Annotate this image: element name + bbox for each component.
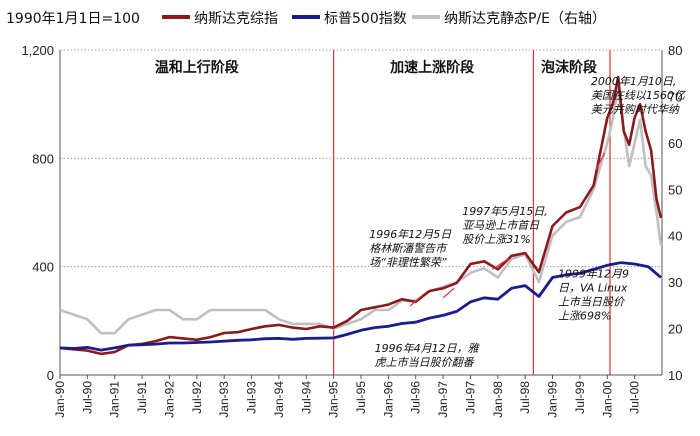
series-line-2 [59, 85, 663, 335]
annotation-line: 2000年1月10日, [591, 75, 677, 88]
legend: 1990年1月1日=100 纳斯达克综指 标普500指数 纳斯达克静态P/E（右… [6, 11, 606, 27]
x-tick-label: Jan-94 [272, 381, 286, 418]
x-tick-label: Jan-90 [53, 381, 67, 418]
x-tick-label: Jan-93 [217, 381, 231, 418]
x-tick-label: Jul-95 [354, 381, 368, 414]
phase-dividers [333, 50, 611, 375]
annotation-line: 亚马逊上市首日 [462, 219, 540, 232]
annotation-line: 场“非理性繁荣” [369, 256, 447, 269]
phase-label-1: 加速上涨阶段 [389, 59, 474, 76]
y-left-tick-label: 800 [32, 151, 54, 166]
y-right-tick-label: 70 [668, 89, 682, 104]
annotation-line: 虎上市当日股价翻番 [375, 356, 475, 369]
x-tick-label: Jul-90 [80, 381, 94, 414]
x-tick-label: Jan-99 [546, 381, 560, 418]
x-tick-label: Jul-94 [299, 381, 313, 414]
annotation-arrow-1 [409, 296, 422, 307]
annotation-line: 股价上涨31% [462, 233, 530, 246]
annotation-line: 上涨698% [558, 310, 611, 323]
x-tick-label: Jan-97 [436, 381, 450, 418]
y-right-tick-label: 10 [668, 368, 682, 383]
y-right-tick-label: 80 [668, 43, 682, 58]
y-axis-left-ticks: 0 400 800 1,200 [21, 43, 54, 383]
legend-label-sp500: 标普500指数 [324, 11, 407, 27]
annotation-line: 1996年12月5日 [369, 228, 452, 241]
y-right-tick-label: 40 [668, 229, 682, 244]
legend-base-note: 1990年1月1日=100 [6, 11, 140, 27]
x-tick-label: Jul-97 [463, 381, 477, 414]
y-right-tick-label: 20 [668, 322, 682, 337]
x-tick-label: Jul-00 [628, 381, 642, 414]
y-right-tick-label: 60 [668, 136, 682, 151]
y-left-tick-label: 400 [32, 260, 54, 275]
x-tick-label: Jul-93 [245, 381, 259, 414]
annotation-line: 1997年5月15日, [462, 205, 548, 218]
y-right-tick-label: 50 [668, 182, 682, 197]
x-tick-label: Jan-95 [327, 381, 341, 418]
x-tick-label: Jan-98 [491, 381, 505, 418]
legend-label-pe: 纳斯达克静态P/E（右轴） [444, 11, 606, 27]
series-line-0 [59, 75, 663, 356]
annotation-arrow-3 [595, 152, 606, 170]
annotation-arrows [409, 152, 606, 307]
annotation-line: 1999年12月9 [558, 268, 629, 281]
phase-label-0: 温和上行阶段 [155, 59, 239, 76]
x-tick-label: Jul-99 [573, 381, 587, 414]
annotation-arrow-2 [442, 287, 455, 299]
phase-labels: 温和上行阶段 加速上涨阶段 泡沫阶段 [155, 59, 597, 76]
series-lines [59, 75, 663, 356]
annotation-line: 美国在线以1560亿 [591, 89, 687, 102]
x-tick-label: Jan-91 [108, 381, 122, 418]
annotation-line: 美元并购时代华纳 [591, 103, 680, 116]
plot-area [59, 49, 663, 376]
x-tick-label: Jan-96 [381, 381, 395, 418]
legend-label-nasdaq: 纳斯达克综指 [194, 11, 278, 27]
x-tick-label: Jul-98 [518, 381, 532, 414]
x-axis-ticks: Jan-90 Jul-90 Jan-91 Jul-91 Jan-92 Jul-92 Jan-… [53, 375, 642, 418]
annotation-arrow-0 [492, 258, 510, 270]
gridlines [60, 49, 662, 268]
y-left-tick-label: 0 [47, 368, 54, 383]
y-axis-right-ticks: 10 20 30 40 50 60 70 80 [668, 43, 682, 383]
x-tick-label: Jan-92 [162, 381, 176, 418]
y-right-tick-label: 30 [668, 275, 682, 290]
x-tick-label: Jan-00 [600, 381, 614, 418]
annotation-line: 1996年4月12日，雅 [375, 342, 481, 355]
x-tick-label: Jul-96 [409, 381, 423, 414]
series-line-1 [59, 261, 662, 352]
x-tick-label: Jul-91 [135, 381, 149, 414]
annotation-line: 日，VA Linux [558, 282, 628, 295]
y-left-tick-label: 1,200 [21, 43, 54, 58]
x-tick-label: Jul-92 [190, 381, 204, 414]
phase-label-2: 泡沫阶段 [541, 59, 597, 76]
annotation-line: 格林斯潘警告市 [369, 242, 448, 255]
annotation-line: 上市当日股价 [558, 296, 625, 309]
